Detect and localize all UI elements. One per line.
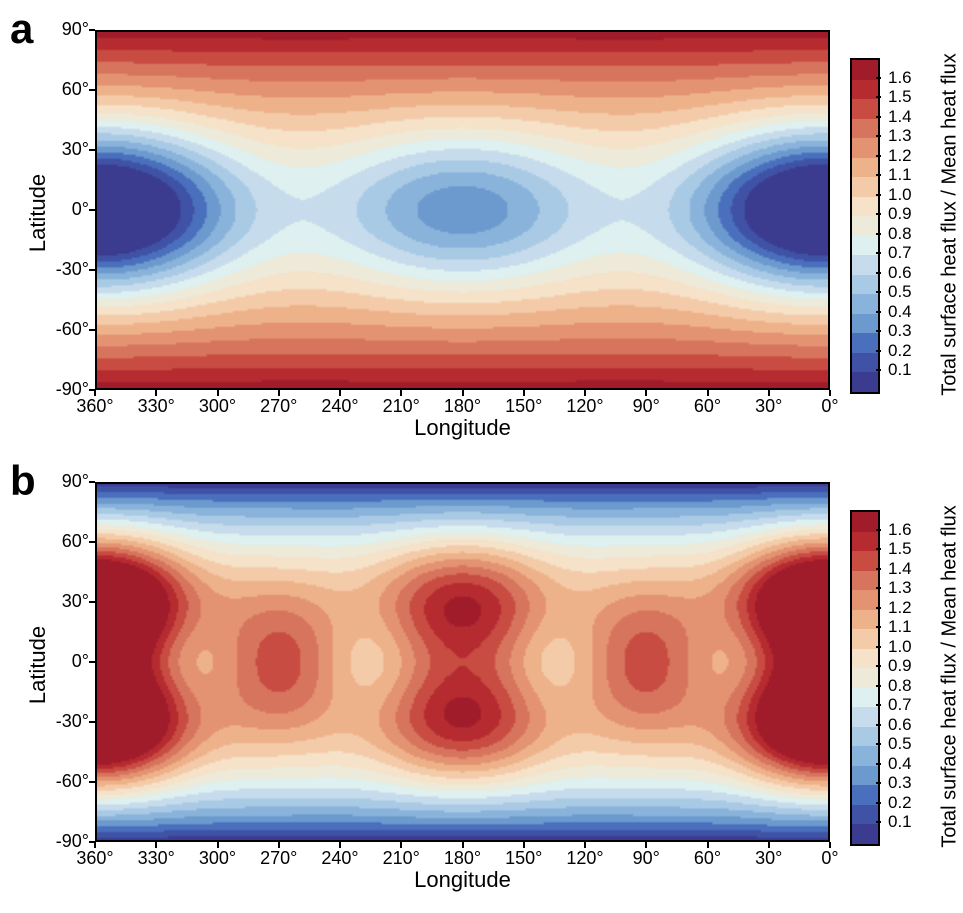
xlabel-b: Longitude — [95, 867, 830, 893]
colorbar-tick: 1.5 — [882, 539, 912, 559]
colorbar-tick: 0.6 — [882, 715, 912, 735]
xtick: 360° — [70, 396, 120, 417]
xtick: 360° — [70, 848, 120, 869]
xtick: 210° — [376, 848, 426, 869]
xtick: 120° — [560, 396, 610, 417]
colorbar-tick: 0.8 — [882, 676, 912, 696]
colorbar-tick: 0.5 — [882, 734, 912, 754]
colorbar-tick: 0.1 — [882, 812, 912, 832]
ytick: 90° — [39, 19, 89, 40]
xtick: 0° — [805, 848, 855, 869]
ytick: 60° — [39, 531, 89, 552]
colorbar-tick: 1.6 — [882, 68, 912, 88]
heatmap-panel-a — [95, 30, 830, 390]
figure: a Latitude Longitude Total surface heat … — [0, 0, 963, 913]
xtick: 270° — [254, 848, 304, 869]
xtick: 30° — [744, 396, 794, 417]
xtick: 180° — [438, 396, 488, 417]
xtick: 30° — [744, 848, 794, 869]
colorbar-tick: 0.3 — [882, 321, 912, 341]
xtick: 210° — [376, 396, 426, 417]
colorbar-tick: 1.4 — [882, 559, 912, 579]
colorbar-tick: 1.5 — [882, 87, 912, 107]
panel-letter-a: a — [10, 5, 33, 53]
xtick: 150° — [499, 848, 549, 869]
colorbar-tick: 0.7 — [882, 243, 912, 263]
colorbar-tick: 0.5 — [882, 282, 912, 302]
xtick: 90° — [621, 396, 671, 417]
xlabel-a: Longitude — [95, 415, 830, 441]
heatmap-canvas-b — [97, 484, 828, 840]
xtick: 60° — [683, 396, 733, 417]
ytick: -60° — [39, 771, 89, 792]
colorbar-tick: 1.1 — [882, 165, 912, 185]
ytick: 30° — [39, 591, 89, 612]
colorbar-tick: 0.9 — [882, 656, 912, 676]
colorbar-tick: 0.6 — [882, 263, 912, 283]
ytick: 30° — [39, 139, 89, 160]
colorbar-tick: 1.3 — [882, 126, 912, 146]
ytick: 0° — [39, 199, 89, 220]
ytick: -60° — [39, 319, 89, 340]
colorbar-tick: 0.4 — [882, 754, 912, 774]
colorbar-tick: 0.9 — [882, 204, 912, 224]
colorbar-tick: 0.3 — [882, 773, 912, 793]
heatmap-panel-b — [95, 482, 830, 842]
ytick: -30° — [39, 711, 89, 732]
colorbar-tick: 0.7 — [882, 695, 912, 715]
ytick: 60° — [39, 79, 89, 100]
colorbar-tick: 1.0 — [882, 185, 912, 205]
xtick: 180° — [438, 848, 488, 869]
xtick: 90° — [621, 848, 671, 869]
colorbar-tick: 0.2 — [882, 341, 912, 361]
colorbar-tick: 1.2 — [882, 146, 912, 166]
xtick: 240° — [315, 848, 365, 869]
ytick: 0° — [39, 651, 89, 672]
xtick: 150° — [499, 396, 549, 417]
xtick: 240° — [315, 396, 365, 417]
colorbar-a — [850, 58, 880, 394]
xtick: 300° — [193, 396, 243, 417]
xtick: 270° — [254, 396, 304, 417]
colorbar-tick: 1.1 — [882, 617, 912, 637]
colorbar-tick: 1.3 — [882, 578, 912, 598]
colorbar-b — [850, 510, 880, 846]
colorbar-tick: 0.8 — [882, 224, 912, 244]
colorbar-tick: 1.6 — [882, 520, 912, 540]
colorbar-tick: 1.4 — [882, 107, 912, 127]
colorbar-label-a: Total surface heat flux / Mean heat flux — [939, 45, 962, 405]
colorbar-label-b: Total surface heat flux / Mean heat flux — [939, 497, 962, 857]
xtick: 330° — [131, 396, 181, 417]
xtick: 120° — [560, 848, 610, 869]
xtick: 0° — [805, 396, 855, 417]
colorbar-tick: 0.2 — [882, 793, 912, 813]
panel-letter-b: b — [10, 457, 36, 505]
xtick: 60° — [683, 848, 733, 869]
xtick: 300° — [193, 848, 243, 869]
ytick: -30° — [39, 259, 89, 280]
colorbar-tick: 1.0 — [882, 637, 912, 657]
heatmap-canvas-a — [97, 32, 828, 388]
colorbar-tick: 0.1 — [882, 360, 912, 380]
ytick: 90° — [39, 471, 89, 492]
xtick: 330° — [131, 848, 181, 869]
colorbar-tick: 0.4 — [882, 302, 912, 322]
colorbar-tick: 1.2 — [882, 598, 912, 618]
